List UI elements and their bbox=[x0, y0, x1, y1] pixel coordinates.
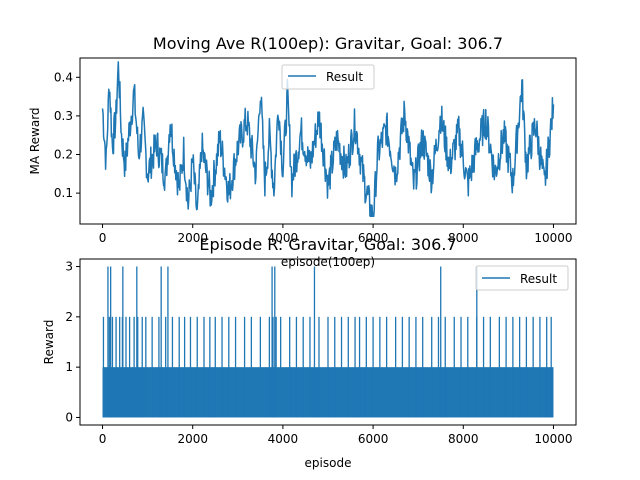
legend-entry: Result bbox=[520, 272, 557, 286]
subplot-moving-average: Moving Ave R(100ep): Gravitar, Goal: 306… bbox=[28, 34, 577, 269]
y-tick-label: 2 bbox=[65, 310, 73, 324]
x-tick-label: 6000 bbox=[358, 231, 389, 245]
x-tick-label: 4000 bbox=[268, 432, 299, 446]
x-tick-label: 8000 bbox=[448, 432, 479, 446]
x-axis-label: episode(100ep) bbox=[281, 255, 375, 269]
x-tick-label: 0 bbox=[99, 432, 107, 446]
x-tick-label: 10000 bbox=[534, 432, 572, 446]
y-tick-label: 0.2 bbox=[54, 148, 73, 162]
legend-box bbox=[475, 265, 569, 291]
y-tick-label: 3 bbox=[65, 260, 73, 274]
y-tick-label: 0.1 bbox=[54, 186, 73, 200]
chart-title: Episode R: Gravitar, Goal: 306.7 bbox=[199, 235, 456, 254]
x-tick-label: 6000 bbox=[358, 432, 389, 446]
y-axis-label: MA Reward bbox=[28, 107, 42, 174]
y-axis-ticks: 0 1 2 3 bbox=[65, 260, 80, 424]
x-tick-label: 2000 bbox=[177, 231, 208, 245]
series-result bbox=[102, 266, 554, 418]
x-tick-label: 10000 bbox=[534, 231, 572, 245]
y-tick-label: 1 bbox=[65, 360, 73, 374]
y-tick-label: 0 bbox=[65, 410, 73, 424]
x-tick-label: 4000 bbox=[268, 231, 299, 245]
x-axis-ticks: 0 2000 4000 6000 8000 10000 bbox=[99, 224, 573, 245]
legend-box bbox=[281, 64, 375, 90]
subplot-episode-reward: 0 2000 4000 6000 8000 10000 0 1 2 3 episode Rewa… bbox=[42, 235, 577, 470]
x-axis-label: episode bbox=[305, 456, 352, 470]
x-tick-label: 0 bbox=[99, 231, 107, 245]
chart-title: Moving Ave R(100ep): Gravitar, Goal: 306… bbox=[153, 34, 503, 53]
legend: Result bbox=[281, 64, 375, 90]
series-result bbox=[101, 61, 555, 218]
legend: Result bbox=[475, 265, 569, 291]
x-tick-label: 2000 bbox=[177, 432, 208, 446]
x-axis-ticks: 0 2000 4000 6000 8000 10000 bbox=[99, 425, 573, 446]
axes-frame bbox=[79, 258, 577, 426]
y-tick-label: 0.4 bbox=[54, 70, 73, 84]
series-line bbox=[101, 61, 555, 218]
y-tick-label: 0.3 bbox=[54, 109, 73, 123]
y-axis-label: Reward bbox=[42, 320, 56, 365]
axes-frame bbox=[79, 57, 577, 225]
y-axis-ticks: 0.1 0.2 0.3 0.4 bbox=[54, 70, 80, 200]
legend-entry: Result bbox=[326, 70, 363, 84]
x-tick-label: 8000 bbox=[448, 231, 479, 245]
